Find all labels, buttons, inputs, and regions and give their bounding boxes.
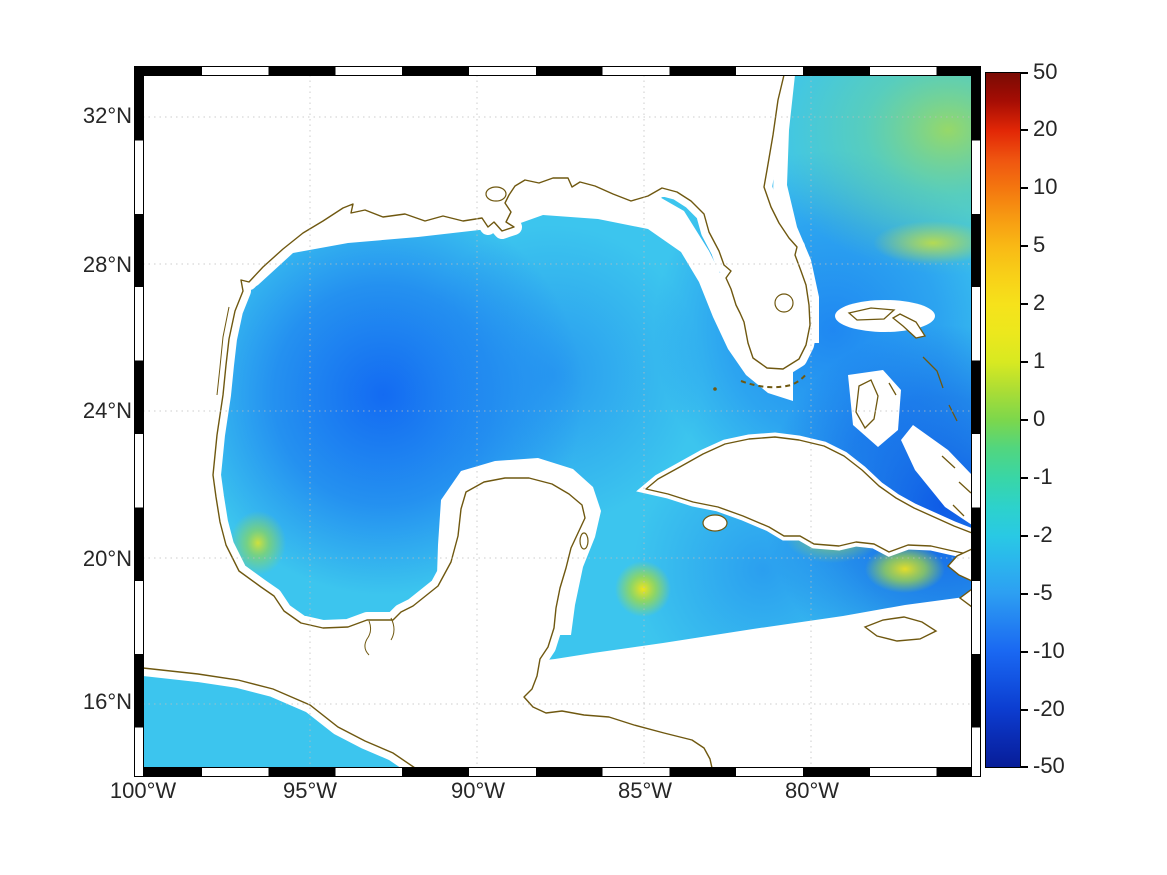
- dry-tortugas: [713, 387, 717, 391]
- colorbar-tick: [1021, 709, 1028, 711]
- colorbar-tick-label: -2: [1033, 522, 1053, 547]
- frame-edge-left: [134, 66, 144, 777]
- cuba: [645, 436, 972, 556]
- lat-tick-label: 24°N: [82, 398, 132, 423]
- lon-tick-label: 95°W: [282, 778, 338, 803]
- colorbar-tick-label: -5: [1033, 580, 1053, 605]
- colorbar-tick: [1021, 419, 1028, 421]
- colorbar-tick-label: 10: [1033, 174, 1058, 199]
- coastline-gulf-atlantic: [212, 75, 811, 768]
- colorbar-tick: [1021, 477, 1028, 479]
- grand-bahama: [847, 307, 896, 321]
- map-plot-area: [143, 75, 972, 768]
- lake-pontchartrain: [485, 186, 507, 202]
- colorbar-tick: [1021, 535, 1028, 537]
- colorbar-tick-label: -20: [1033, 696, 1065, 721]
- colorbar-tick: [1021, 187, 1028, 189]
- colorbar-tick-label: 0: [1033, 406, 1046, 431]
- abaco: [891, 313, 927, 339]
- colorbar-tick: [1021, 245, 1028, 247]
- jamaica: [863, 616, 938, 642]
- map-canvas: [143, 75, 972, 768]
- graticule: [143, 75, 972, 768]
- colorbar: [985, 72, 1021, 768]
- lon-tick-label: 100°W: [109, 778, 177, 803]
- colorbar-tick-label: -10: [1033, 638, 1065, 663]
- coastline-pacific: [143, 667, 416, 768]
- river-lines: [364, 617, 395, 656]
- colorbar-tick-label: 5: [1033, 232, 1046, 257]
- lat-tick-label: 28°N: [82, 252, 132, 277]
- colorbar-tick-label: 20: [1033, 116, 1058, 141]
- lat-tick-label: 20°N: [82, 546, 132, 571]
- lon-tick-label: 85°W: [617, 778, 673, 803]
- lon-tick-label: 90°W: [450, 778, 506, 803]
- hispaniola-partial: [946, 548, 972, 608]
- lat-tick-label: 32°N: [82, 103, 132, 128]
- lake-okeechobee: [774, 293, 794, 313]
- frame-edge-bottom: [134, 767, 981, 777]
- bahama-cays: [888, 356, 972, 517]
- colorbar-tick: [1021, 129, 1028, 131]
- lat-tick-label: 16°N: [82, 689, 132, 714]
- colorbar-tick: [1021, 303, 1028, 305]
- frame-edge-right: [971, 66, 981, 777]
- colorbar-tick-label: 1: [1033, 348, 1046, 373]
- colorbar-tick: [1021, 766, 1028, 768]
- colorbar-tick-label: 50: [1033, 59, 1058, 84]
- colorbar-tick-label: -1: [1033, 464, 1053, 489]
- islands: [579, 307, 972, 642]
- lagoon-line: [216, 306, 230, 396]
- colorbar-tick: [1021, 361, 1028, 363]
- andros: [855, 379, 879, 430]
- frame-edge-top: [134, 66, 981, 76]
- colorbar-tick-label: -50: [1033, 753, 1065, 778]
- colorbar-tick-label: 2: [1033, 290, 1046, 315]
- cozumel: [579, 532, 589, 550]
- lon-tick-label: 80°W: [784, 778, 840, 803]
- isla-de-la-juventud: [702, 514, 728, 532]
- colorbar-tick: [1021, 651, 1028, 653]
- colorbar-tick: [1021, 72, 1028, 74]
- colorbar-tick: [1021, 593, 1028, 595]
- florida-keys: [740, 372, 808, 389]
